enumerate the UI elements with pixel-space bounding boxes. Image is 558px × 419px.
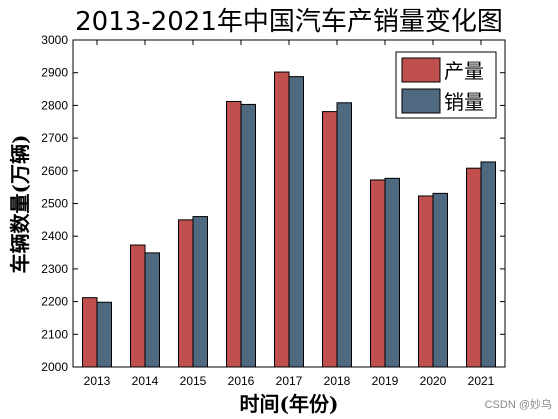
bar-production-2016 xyxy=(226,100,242,368)
y-tick-label: 2900 xyxy=(41,66,68,80)
x-tick-label: 2013 xyxy=(84,374,111,388)
y-tick-label: 2800 xyxy=(41,98,68,112)
x-tick-label: 2021 xyxy=(468,374,495,388)
bar-production-2014 xyxy=(130,244,146,368)
bar-sales-2021 xyxy=(480,161,496,368)
bar-sales-2014 xyxy=(144,252,160,368)
bar-sales-2016 xyxy=(240,103,256,368)
y-tick-label: 2300 xyxy=(41,262,68,276)
bar-sales-2020 xyxy=(432,192,448,368)
x-tick-label: 2015 xyxy=(180,374,207,388)
bar-production-2021 xyxy=(466,167,482,368)
bar-sales-2017 xyxy=(288,76,304,368)
x-tick-label: 2019 xyxy=(372,374,399,388)
legend-label-production: 产量 xyxy=(444,59,484,83)
watermark: CSDN @妙乌 xyxy=(485,397,552,411)
y-tick-label: 2400 xyxy=(41,229,68,243)
x-tick-label: 2014 xyxy=(132,374,159,388)
bar-production-2015 xyxy=(178,219,194,368)
bar-production-2013 xyxy=(82,297,98,368)
legend-swatch-production xyxy=(401,57,441,83)
bar-sales-2019 xyxy=(384,177,400,368)
y-tick-label: 2600 xyxy=(41,164,68,178)
x-tick-label: 2018 xyxy=(324,374,351,388)
x-tick-label: 2017 xyxy=(276,374,303,388)
x-tick-label: 2016 xyxy=(228,374,255,388)
y-tick-label: 3000 xyxy=(41,33,68,47)
bar-sales-2013 xyxy=(96,301,112,368)
y-tick-label: 2000 xyxy=(41,360,68,374)
bar-sales-2018 xyxy=(336,102,352,368)
y-tick-label: 2200 xyxy=(41,295,68,309)
bar-production-2020 xyxy=(418,195,434,368)
y-axis-label: 车辆数量(万辆) xyxy=(8,135,32,274)
x-tick-label: 2020 xyxy=(420,374,447,388)
chart-title: 2013-2021年中国汽车产销量变化图 xyxy=(75,7,503,37)
y-tick-label: 2500 xyxy=(41,197,68,211)
bar-production-2019 xyxy=(370,179,386,368)
y-tick-label: 2700 xyxy=(41,131,68,145)
legend-swatch-sales xyxy=(401,88,441,114)
bar-production-2017 xyxy=(274,71,290,368)
bar-sales-2015 xyxy=(192,216,208,368)
bar-production-2018 xyxy=(322,111,338,368)
x-axis-label: 时间(年份) xyxy=(240,392,339,416)
y-tick-label: 2100 xyxy=(41,327,68,341)
legend-label-sales: 销量 xyxy=(444,90,484,114)
